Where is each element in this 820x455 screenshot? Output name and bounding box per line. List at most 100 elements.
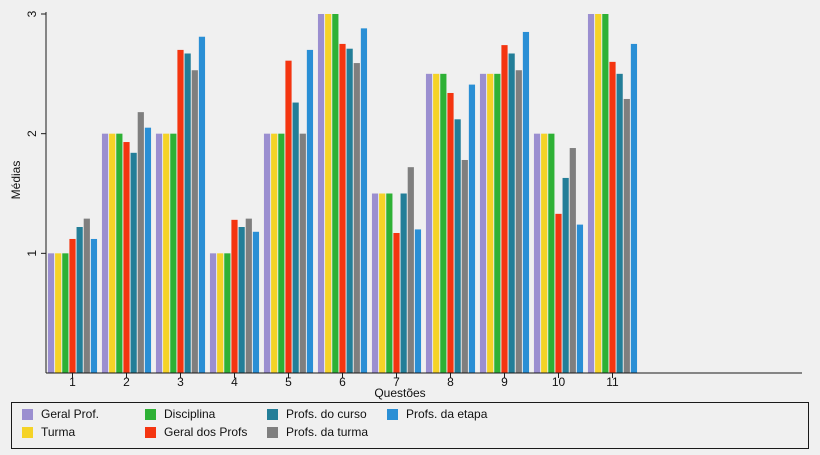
bar-q2-series-4: [123, 142, 130, 373]
bar-q4-series-2: [217, 253, 224, 373]
legend-item: Profs. da turma: [267, 425, 368, 439]
x-tick-label: 5: [285, 375, 292, 389]
bar-q8-series-5: [454, 119, 461, 373]
legend-label: Profs. do curso: [286, 407, 367, 421]
bar-q11-series-7: [630, 43, 638, 374]
bar-q3-series-5: [184, 53, 191, 374]
bar-q2-series-1: [101, 133, 109, 373]
bar-q3-series-2: [163, 133, 170, 373]
bar-q11-series-6: [623, 98, 630, 374]
bar-q8-series-7: [468, 84, 476, 373]
x-tick-label: 1: [69, 375, 76, 389]
bar-q9-series-2: [487, 73, 494, 373]
bar-q8-series-1: [425, 73, 433, 373]
bar-q5-series-2: [271, 133, 278, 373]
x-tick-label: 4: [231, 375, 238, 389]
bar-q1-series-3: [62, 253, 69, 373]
legend-swatch: [22, 408, 33, 420]
legend-label: Geral Prof.: [41, 407, 100, 421]
bar-q7-series-5: [400, 193, 407, 373]
bar-q10-series-3: [548, 133, 555, 373]
bar-q3-series-6: [191, 70, 198, 374]
plot-bars: [47, 14, 638, 374]
legend-item: Disciplina: [145, 407, 215, 421]
bar-q4-series-3: [224, 253, 231, 373]
bar-q5-series-3: [278, 133, 285, 373]
bar-q7-series-6: [407, 167, 414, 373]
bar-q2-series-3: [116, 133, 123, 373]
bar-q10-series-7: [576, 224, 584, 373]
bar-q4-series-6: [245, 218, 252, 373]
bar-q1-series-4: [69, 238, 76, 373]
legend-swatch: [267, 408, 278, 420]
legend-label: Turma: [41, 425, 76, 439]
legend-swatch: [267, 426, 278, 438]
y-tick-label: 2: [25, 130, 39, 137]
legend-label: Profs. da turma: [286, 425, 369, 439]
legend-label: Geral dos Profs: [164, 425, 248, 439]
bar-q10-series-1: [533, 133, 541, 373]
bar-q9-series-4: [501, 45, 508, 374]
bar-q4-series-5: [238, 227, 245, 373]
bar-q10-series-2: [541, 133, 548, 373]
bar-q5-series-6: [299, 133, 306, 373]
bar-q1-series-7: [90, 238, 98, 373]
bar-q9-series-3: [494, 73, 501, 373]
bar-q5-series-7: [306, 49, 314, 374]
legend-swatch: [22, 426, 33, 438]
x-tick-label: 10: [552, 375, 566, 389]
bar-q8-series-3: [440, 73, 447, 373]
bar-q8-series-2: [433, 73, 440, 373]
legend-swatch: [145, 426, 156, 438]
bar-chart: 1 2 3 1 2 3 4 5 6 7 8 9 10 11 Médias Questões: [9, 10, 802, 400]
bar-q10-series-4: [555, 213, 562, 373]
bar-q4-series-1: [209, 253, 217, 373]
bar-q1-series-1: [47, 253, 55, 373]
x-tick-label: 3: [177, 375, 184, 389]
bar-q5-series-1: [263, 133, 271, 373]
y-axis-ticks: 1 2 3: [25, 10, 46, 257]
bar-q6-series-3: [332, 14, 339, 373]
legend-swatch: [387, 408, 398, 420]
bar-q5-series-5: [292, 102, 299, 374]
legend-item: Profs. da etapa: [387, 407, 487, 421]
bar-q5-series-4: [285, 60, 292, 374]
bar-q4-series-4: [231, 219, 238, 373]
bar-q1-series-2: [55, 253, 62, 373]
y-tick-label: 1: [25, 250, 39, 257]
bar-q2-series-6: [137, 112, 144, 373]
bar-q7-series-7: [414, 229, 422, 373]
bar-q6-series-5: [346, 48, 353, 373]
bar-q9-series-7: [522, 31, 530, 373]
legend-swatch: [145, 408, 156, 420]
bar-q8-series-4: [447, 92, 454, 373]
bar-q6-series-2: [325, 14, 332, 373]
y-axis-title: Médias: [9, 161, 23, 200]
bar-q7-series-1: [371, 193, 379, 373]
x-tick-label: 2: [123, 375, 130, 389]
bar-q2-series-2: [109, 133, 116, 373]
legend-item: Turma: [22, 425, 75, 439]
bar-q11-series-4: [609, 61, 616, 374]
bar-q8-series-6: [461, 159, 468, 373]
bar-q3-series-4: [177, 49, 184, 374]
x-tick-label: 6: [339, 375, 346, 389]
bar-q4-series-7: [252, 231, 260, 373]
x-tick-label: 11: [606, 375, 619, 389]
y-tick-label: 3: [25, 10, 39, 17]
bar-q11-series-5: [616, 73, 623, 373]
legend-item: Profs. do curso: [267, 407, 367, 421]
bar-q1-series-6: [83, 218, 90, 373]
x-tick-label: 7: [393, 375, 400, 389]
bar-q2-series-7: [144, 127, 152, 374]
bar-q7-series-3: [386, 193, 393, 373]
bar-q6-series-7: [360, 28, 368, 374]
bar-q2-series-5: [130, 152, 137, 373]
bar-q9-series-6: [515, 70, 522, 374]
bar-q6-series-1: [317, 14, 325, 373]
chart-legend: Geral Prof. Turma Disciplina Geral dos Prof…: [11, 402, 809, 449]
bar-q7-series-2: [379, 193, 386, 373]
bar-q3-series-3: [170, 133, 177, 373]
legend-item: Geral Prof.: [22, 407, 99, 421]
bar-q11-series-1: [587, 14, 595, 373]
